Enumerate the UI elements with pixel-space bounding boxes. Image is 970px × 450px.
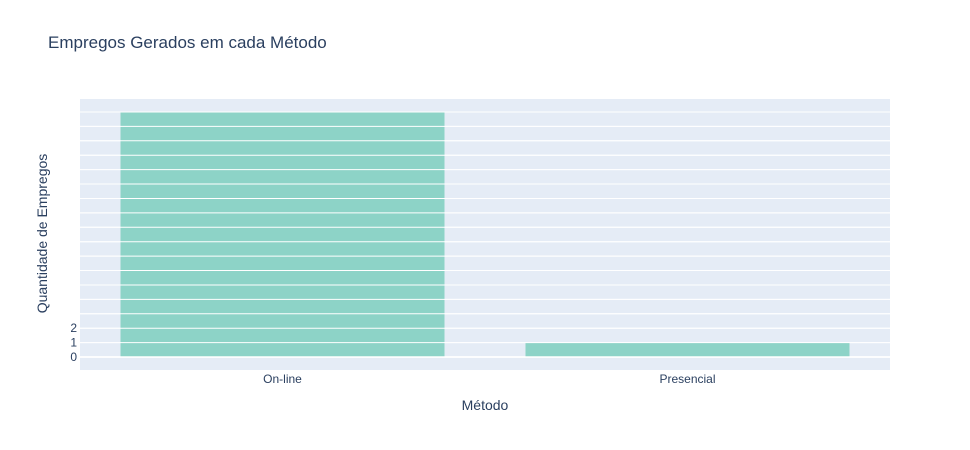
- y-tick-labels: 012: [70, 321, 77, 364]
- bar-presencial: [525, 342, 850, 358]
- bar-on-line: [120, 111, 445, 358]
- y-tick-label: 2: [70, 321, 77, 335]
- x-tick-label: Presencial: [659, 372, 715, 386]
- y-axis-title: Quantidade de Empregos: [34, 154, 50, 314]
- chart-title: Empregos Gerados em cada Método: [48, 33, 327, 52]
- gridlines-overlay: [80, 111, 890, 358]
- x-tick-labels: On-line Presencial: [263, 372, 715, 386]
- y-tick-label: 1: [70, 336, 77, 350]
- bars: [120, 111, 850, 358]
- x-tick-label: On-line: [263, 372, 302, 386]
- x-axis-title: Método: [462, 397, 509, 413]
- y-tick-label: 0: [70, 350, 77, 364]
